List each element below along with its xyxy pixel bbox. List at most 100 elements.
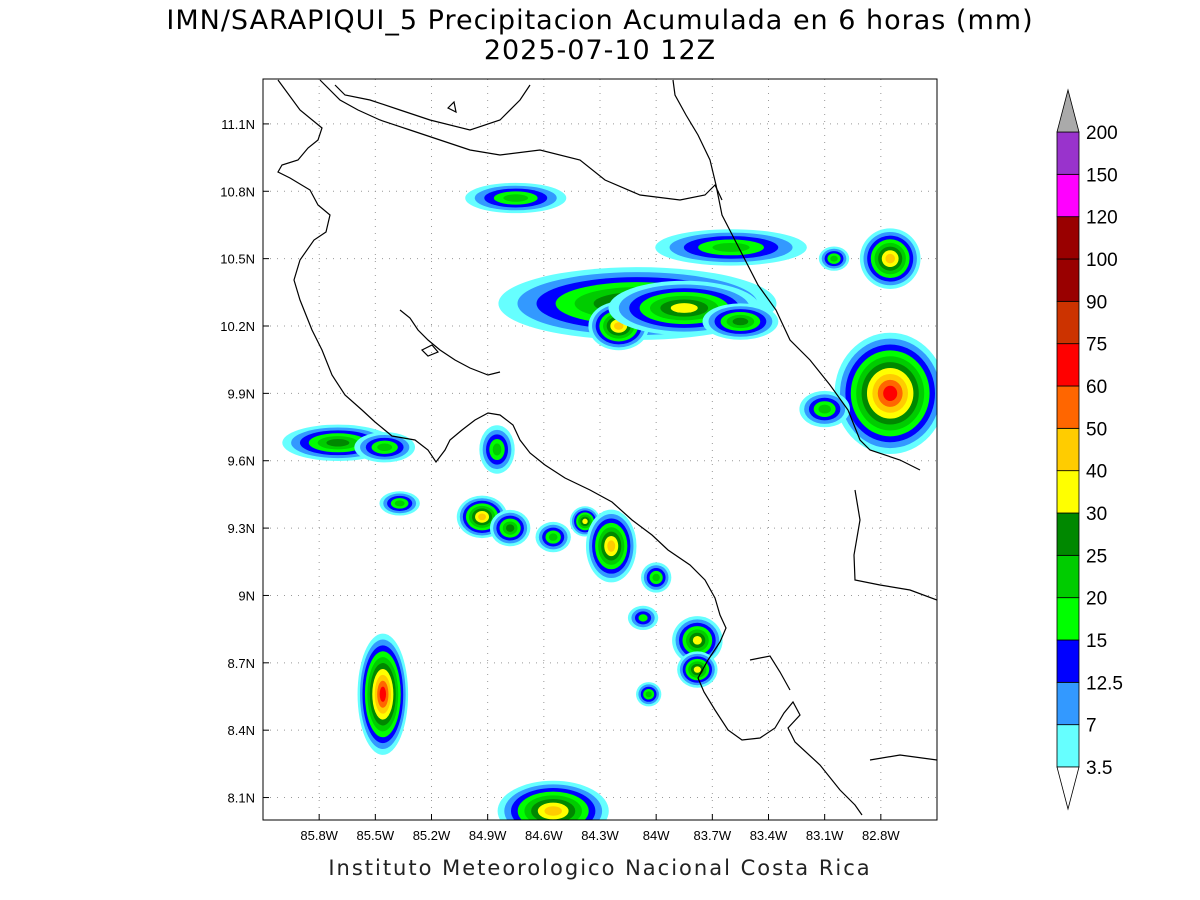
precip-cell <box>834 332 937 454</box>
precip-contour <box>645 691 652 698</box>
colorbar-label: 3.5 <box>1086 758 1112 779</box>
precip-contour <box>712 242 750 252</box>
colorbar-label: 200 <box>1086 123 1118 144</box>
lon-label: 82.8W <box>862 828 900 843</box>
longitude-labels: 85.8W 85.5W 85.2W 84.9W 84.6W 84.3W 84W 83.7W 83… <box>300 828 900 843</box>
colorbar-segment <box>1056 131 1080 175</box>
colorbar: 3.5 7 12.5 15 20 25 30 40 50 60 75 90 100 120 150 200 <box>1056 88 1123 811</box>
lon-label: 85.5W <box>357 828 395 843</box>
lat-label: 10.8N <box>220 184 255 199</box>
colorbar-top-arrow <box>1056 88 1080 133</box>
precip-contour <box>693 666 701 673</box>
lat-label: 9.3N <box>228 521 255 536</box>
lat-label: 8.1N <box>228 791 255 806</box>
precip-contour <box>503 194 529 202</box>
precip-contour <box>548 533 558 541</box>
small-island <box>446 100 457 114</box>
colorbar-label: 75 <box>1086 335 1107 356</box>
lon-label: 83.4W <box>750 828 788 843</box>
colorbar-segment <box>1056 300 1080 345</box>
lon-label: 84.3W <box>581 828 619 843</box>
footer-credit: Instituto Meteorologico Nacional Costa R… <box>328 856 872 880</box>
precip-contour <box>544 806 562 816</box>
precip-cell <box>641 562 672 593</box>
precip-contour <box>732 317 749 326</box>
precip-contour <box>670 303 698 313</box>
colorbar-label: 60 <box>1086 377 1107 398</box>
colorbar-label: 25 <box>1086 546 1107 567</box>
bocas-coast <box>869 754 937 761</box>
precip-contour <box>492 443 502 456</box>
chira-island <box>420 344 440 357</box>
colorbar-segment <box>1056 512 1080 556</box>
nicaragua-lake-shore <box>334 84 531 131</box>
lon-label: 84.6W <box>525 828 563 843</box>
lon-label: 85.8W <box>300 828 338 843</box>
map-title: IMN/SARAPIQUI_5 Precipitacion Acumulada … <box>166 5 1034 36</box>
precip-cell <box>818 246 850 271</box>
precip-contour <box>638 614 648 622</box>
lon-label: 84.9W <box>469 828 507 843</box>
precip-cell <box>859 228 921 289</box>
panama-border <box>853 489 937 601</box>
precip-contour <box>377 443 393 451</box>
precip-cell <box>465 182 567 214</box>
precip-contour <box>478 513 487 521</box>
caribbean-coastline <box>672 79 921 471</box>
precip-cell <box>677 651 718 688</box>
gulf-of-nicoya <box>399 309 501 376</box>
precip-contour <box>818 404 831 414</box>
colorbar-segment <box>1056 724 1080 768</box>
colorbar-bottom-arrow <box>1056 766 1080 811</box>
lon-label: 85.2W <box>413 828 451 843</box>
precip-contour <box>652 573 660 582</box>
latitude-labels: 8.1N 8.4N 8.7N 9N 9.3N 9.6N 9.9N 10.2N 10.5N 10.8… <box>220 117 255 806</box>
colorbar-label: 120 <box>1086 208 1118 229</box>
precip-cell <box>497 780 609 820</box>
precip-cell <box>588 301 650 351</box>
lat-label: 8.4N <box>228 723 255 738</box>
precip-contour <box>582 518 588 525</box>
lat-label: 8.7N <box>228 656 255 671</box>
precip-cell <box>636 682 662 707</box>
precip-contour <box>326 439 350 447</box>
precip-contour <box>885 253 895 264</box>
colorbar-label: 20 <box>1086 589 1107 610</box>
colorbar-label: 40 <box>1086 462 1107 483</box>
colorbar-segment <box>1056 597 1080 641</box>
colorbar-segment <box>1056 258 1080 302</box>
colorbar-label: 150 <box>1086 165 1118 186</box>
lat-label: 9.6N <box>228 454 255 469</box>
lat-label: 11.1N <box>221 117 255 132</box>
lon-label: 83.7W <box>694 828 732 843</box>
plot-frame <box>262 78 938 821</box>
lat-label: 9N <box>238 588 255 603</box>
lon-label: 83.1W <box>806 828 844 843</box>
precip-contour <box>883 385 898 402</box>
colorbar-segment <box>1056 385 1080 429</box>
precip-cell <box>585 509 637 583</box>
precip-contour <box>394 500 405 507</box>
precip-contour <box>692 636 702 645</box>
colorbar-label: 90 <box>1086 292 1107 313</box>
lat-label: 9.9N <box>228 386 255 401</box>
colorbar-segment <box>1056 427 1080 472</box>
colorbar-segment <box>1056 681 1080 726</box>
colorbar-segment <box>1056 639 1080 683</box>
precip-cell <box>357 633 409 755</box>
precip-cell <box>489 509 531 547</box>
map-datetime: 2025-07-10 12Z <box>483 35 717 66</box>
precip-cell <box>379 491 420 516</box>
coastline <box>277 79 937 816</box>
pacific-coastline <box>277 79 863 816</box>
precip-contour <box>830 255 838 262</box>
precip-contour <box>613 322 624 330</box>
lon-label: 84W <box>643 828 670 843</box>
precip-cell <box>655 229 807 266</box>
precip-contours <box>282 182 937 820</box>
precip-contour <box>505 524 515 532</box>
precip-cell <box>479 425 515 474</box>
colorbar-label: 50 <box>1086 419 1107 440</box>
colorbar-segment <box>1056 216 1080 260</box>
lat-label: 10.5N <box>220 252 255 267</box>
